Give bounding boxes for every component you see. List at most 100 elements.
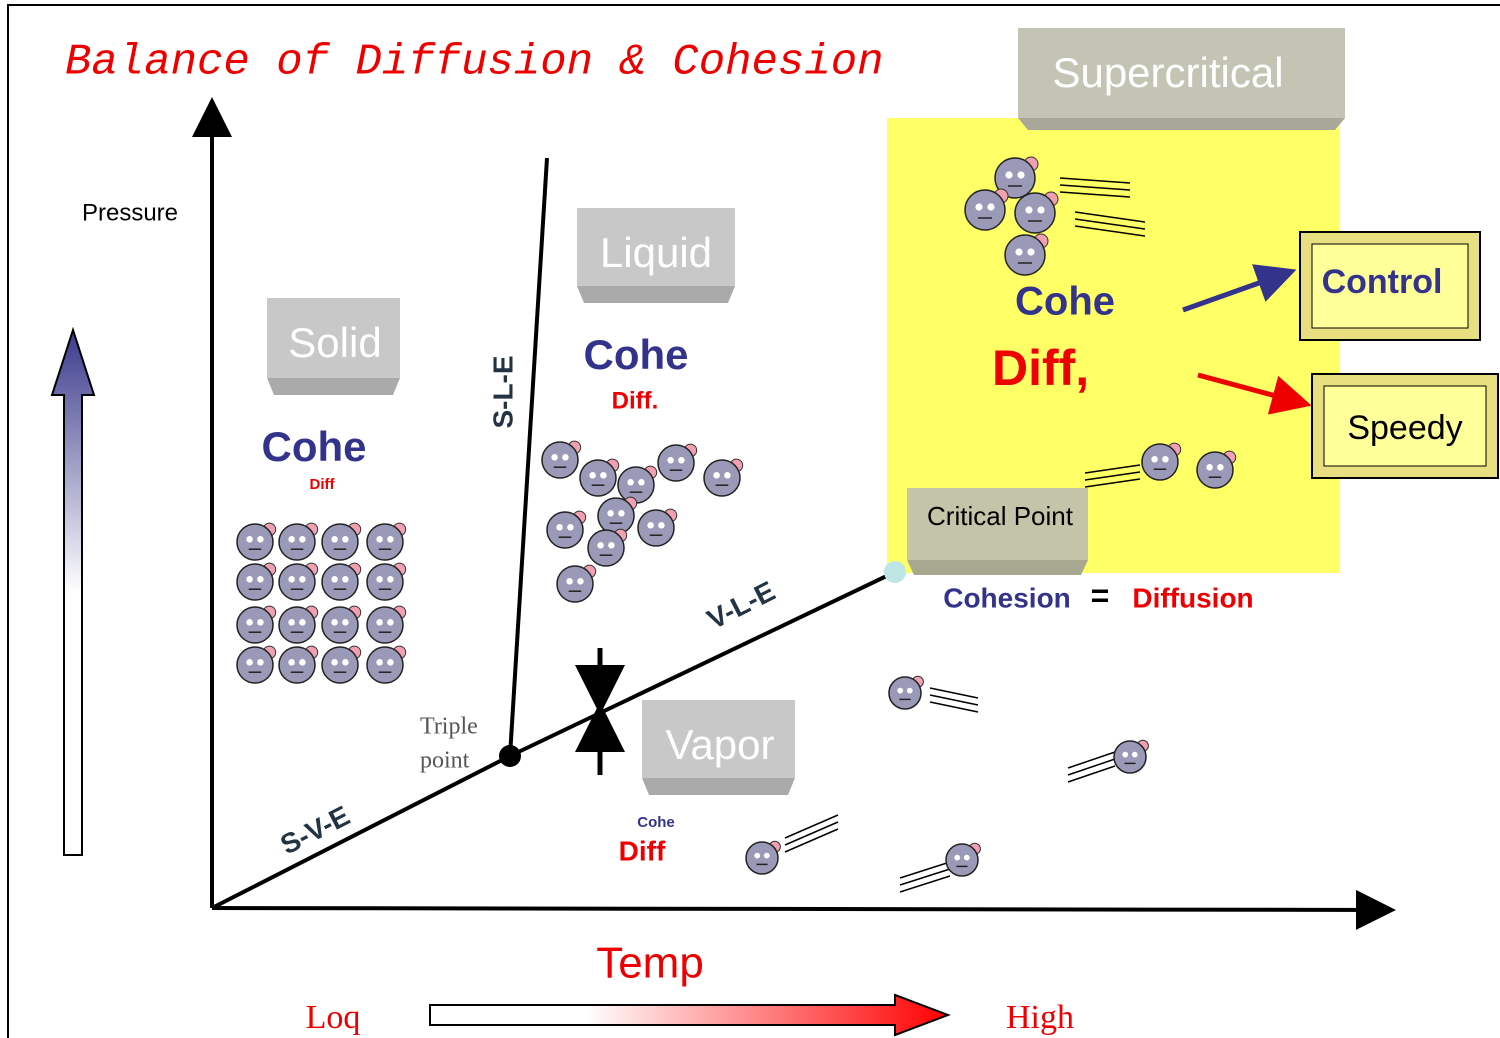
box-edge [642,778,795,795]
body [322,607,358,643]
eye [257,576,263,582]
eye [597,542,603,548]
body [279,647,315,683]
molecule [704,459,743,496]
title: Balance of Diffusion & Cohesion [65,38,884,88]
body [946,844,978,876]
eye [1027,248,1034,255]
eye [754,853,760,859]
motion-line [1068,752,1115,768]
eye [288,659,294,665]
boundary-label: S-V-E [275,800,354,861]
molecule [598,497,637,534]
eye [954,855,960,861]
vapor-box: Vapor [642,700,795,795]
molecule [237,523,276,560]
eye [387,536,393,542]
motion-line [785,815,838,838]
sle-line [510,158,547,756]
y-label: Pressure [82,199,178,226]
eye [556,524,562,530]
eye [577,578,583,584]
molecule [547,511,586,548]
eye [288,536,294,542]
eye [246,659,252,665]
body [889,677,921,709]
body [965,190,1005,230]
molecule [279,606,318,643]
molecule [279,523,318,560]
body [1142,444,1178,480]
x-high: High [1006,999,1074,1036]
diff-label: Diff. [612,387,659,414]
eye [678,457,684,463]
body [580,460,616,496]
eye [257,536,263,542]
molecule [367,646,406,683]
sve-line [212,756,510,908]
eye [1037,206,1044,213]
box-edge [267,378,400,395]
body [279,607,315,643]
region-label: Vapor [666,721,775,768]
eye [331,536,337,542]
diff-label: Diff [619,835,666,866]
molecule [367,606,406,643]
eye [608,542,614,548]
eye [1005,171,1012,178]
molecule [588,529,627,566]
eye [299,576,305,582]
body [322,524,358,560]
molecule [279,646,318,683]
eye [1015,248,1022,255]
body [1197,452,1233,488]
body [237,607,273,643]
eye [667,457,673,463]
body [638,510,674,546]
molecule [580,459,619,496]
body [704,460,740,496]
eye [600,472,606,478]
eye [299,536,305,542]
molecule [746,841,780,874]
eye [907,688,913,694]
eye [713,472,719,478]
molecule [946,843,980,876]
body [542,442,578,478]
molecule [557,565,596,602]
eye [331,659,337,665]
body [547,512,583,548]
eye [288,576,294,582]
molecule [542,441,581,478]
region-label: Supercritical [1052,49,1283,96]
body [279,524,315,560]
body [322,564,358,600]
eye [1122,752,1128,758]
motion-line [900,876,950,892]
eye [387,619,393,625]
x-low: Loq [306,999,361,1036]
eye [387,576,393,582]
eye [1025,206,1032,213]
body [1015,193,1055,233]
critical-box: Critical Point [907,488,1088,575]
liquid-box: Liquid [577,208,735,303]
molecule [618,466,657,503]
molecule [237,563,276,600]
molecule [279,563,318,600]
body [367,564,403,600]
eye [288,619,294,625]
eye [1206,464,1212,470]
cohe-label: Cohe [262,423,367,470]
molecule [367,523,406,560]
eye [638,479,644,485]
eye [1132,752,1138,758]
eye [975,203,982,210]
body [618,467,654,503]
speedy-label: Speedy [1347,409,1462,447]
pressure-arrow [52,330,94,855]
control-label: Control [1322,263,1443,301]
molecule [1114,740,1148,773]
molecule [322,563,361,600]
body [557,566,593,602]
